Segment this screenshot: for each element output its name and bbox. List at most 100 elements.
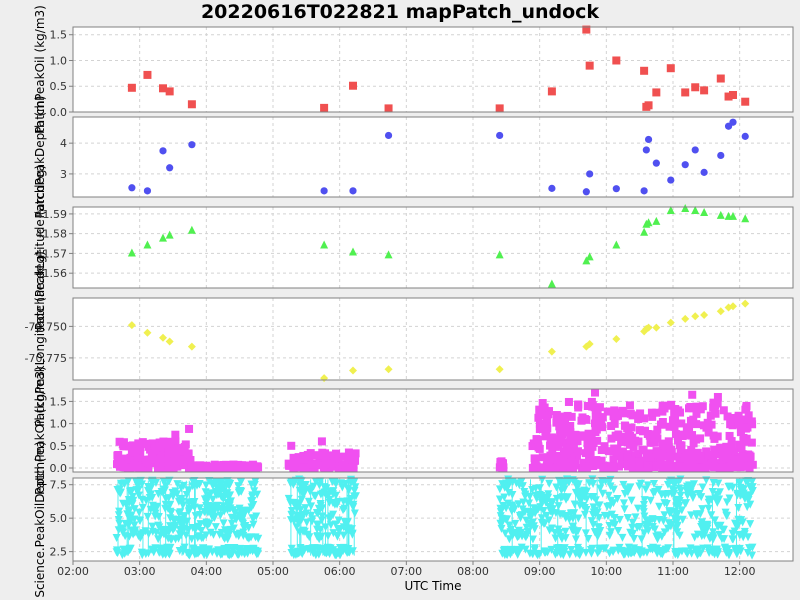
y-tick-label: 0.0 (50, 106, 68, 119)
data-point (227, 463, 236, 472)
data-point (155, 548, 164, 557)
data-point (551, 534, 560, 543)
data-point (573, 483, 582, 492)
data-point (624, 425, 633, 434)
data-point (338, 460, 347, 469)
data-point (523, 530, 532, 539)
data-point (233, 550, 242, 559)
data-point (325, 496, 334, 505)
data-point (740, 527, 749, 536)
data-point (737, 444, 746, 453)
data-point (307, 502, 316, 511)
data-point (738, 452, 747, 461)
data-point (715, 463, 724, 472)
data-point (351, 492, 360, 501)
data-point (618, 533, 627, 542)
data-point (714, 479, 723, 488)
data-point (640, 227, 649, 236)
data-point (328, 499, 337, 508)
data-point (597, 446, 606, 455)
data-point (313, 451, 322, 460)
y-tick-label: -70.775 (25, 352, 67, 365)
data-point (609, 546, 618, 555)
data-point (329, 529, 338, 538)
data-point (320, 103, 329, 112)
data-point (135, 516, 144, 525)
data-point (536, 411, 545, 420)
data-point (597, 457, 606, 466)
data-point (652, 216, 661, 225)
data-point (572, 451, 581, 460)
data-point (573, 447, 582, 456)
data-point (648, 412, 657, 421)
data-point (197, 527, 206, 536)
plot-area (73, 298, 793, 380)
data-point (591, 428, 600, 437)
data-point (696, 452, 705, 461)
data-point (724, 551, 733, 560)
y-tick-label: 41.58 (36, 228, 68, 241)
data-point (678, 515, 687, 524)
data-point (610, 406, 619, 415)
data-point (115, 462, 124, 471)
data-point (297, 481, 306, 490)
data-point (585, 340, 594, 349)
data-point (652, 323, 661, 332)
x-tick-label: 07:00 (390, 565, 422, 578)
data-point (656, 457, 665, 466)
data-point (612, 56, 621, 65)
data-point (569, 462, 578, 471)
data-point (628, 518, 637, 527)
data-point (547, 347, 556, 356)
data-point (314, 461, 323, 470)
data-point (544, 516, 553, 525)
data-point (745, 463, 754, 472)
data-point (130, 505, 139, 514)
data-point (171, 535, 180, 544)
data-point (291, 456, 300, 465)
data-point (179, 512, 188, 521)
data-point (244, 534, 253, 543)
data-point (121, 519, 130, 528)
data-point (676, 444, 685, 453)
data-point (710, 447, 719, 456)
data-point (632, 457, 641, 466)
data-point (716, 307, 725, 316)
data-point (607, 422, 616, 431)
y-axis-label: PatchPeakLongitude (arcdeg) (33, 251, 47, 427)
data-point (537, 514, 546, 523)
data-point (571, 535, 580, 544)
data-point (657, 532, 666, 541)
x-tick-label: 06:00 (324, 565, 356, 578)
data-point (703, 524, 712, 533)
data-point (734, 413, 743, 422)
data-point (671, 452, 680, 461)
data-point (313, 544, 322, 553)
data-point (589, 438, 598, 447)
data-point (505, 535, 514, 544)
data-point (344, 463, 353, 472)
data-point (626, 409, 635, 418)
data-point (609, 485, 618, 494)
data-point (681, 203, 690, 212)
data-point (667, 445, 676, 454)
x-axis-label: UTC Time (405, 579, 462, 593)
data-point (660, 511, 669, 520)
data-point (316, 500, 325, 509)
data-point (548, 447, 557, 456)
data-point (551, 509, 560, 518)
data-point (565, 515, 574, 524)
data-point (211, 489, 220, 498)
data-point (658, 550, 667, 559)
data-point (143, 70, 152, 79)
data-point (500, 483, 509, 492)
data-point (692, 409, 701, 418)
data-point (595, 403, 604, 412)
data-point (682, 430, 691, 439)
data-point (534, 443, 543, 452)
data-point (744, 533, 753, 542)
data-point (704, 428, 713, 437)
x-tick-label: 04:00 (190, 565, 222, 578)
data-point (211, 523, 220, 532)
